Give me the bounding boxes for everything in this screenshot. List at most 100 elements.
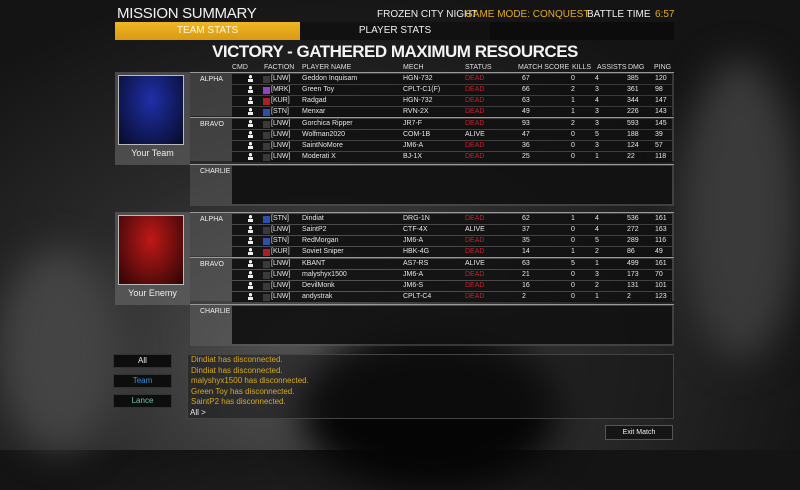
player-row[interactable]: [KUR] Soviet Sniper HBK-4G DEAD 14 1 2 8…: [232, 247, 672, 257]
chat-filter-lance[interactable]: Lance: [113, 394, 172, 408]
player-icon: [248, 293, 253, 300]
assists: 4: [595, 215, 599, 222]
mech: JR7-F: [403, 120, 423, 127]
player-row[interactable]: [STN] Dindiat DRG-1N DEAD 62 1 4 536 161: [232, 214, 672, 224]
match-score: 47: [522, 131, 530, 138]
player-row[interactable]: [LNW] Moderati X BJ-1X DEAD 25 0 1 22 11…: [232, 152, 672, 162]
faction-tag: [KUR]: [271, 97, 290, 104]
kills: 0: [571, 293, 575, 300]
assists: 5: [595, 131, 599, 138]
player-icon: [248, 215, 253, 222]
ping: 116: [655, 237, 667, 244]
match-score: 63: [522, 260, 530, 267]
exit-match-button[interactable]: Exit Match: [605, 425, 673, 440]
mech: BJ-1X: [403, 153, 423, 160]
mech: CPLT-C1(F): [403, 86, 441, 93]
player-row[interactable]: [LNW] malyshyx1500 JM6-A DEAD 21 0 3 173…: [232, 270, 672, 280]
kills: 0: [571, 131, 575, 138]
column-header: MECH: [403, 64, 424, 71]
match-score: 35: [522, 237, 530, 244]
chat-filter-all[interactable]: All: [113, 354, 172, 368]
damage: 131: [627, 282, 639, 289]
lance-label: BRAVO: [200, 261, 224, 268]
player-row[interactable]: [LNW] KBANT AS7-RS ALIVE 63 5 1 499 161: [232, 259, 672, 269]
damage: 173: [627, 271, 639, 278]
column-header: PLAYER NAME: [302, 64, 352, 71]
column-header: CMD: [232, 64, 248, 71]
player-name: Dindiat: [302, 215, 324, 222]
column-header: MATCH SCORE: [518, 64, 570, 71]
assists: 2: [595, 282, 599, 289]
tab-bar-filler: [490, 22, 674, 40]
ping: 123: [655, 293, 667, 300]
column-header: FACTION: [264, 64, 295, 71]
player-name: Soviet Sniper: [302, 248, 344, 255]
player-icon: [248, 108, 253, 115]
chat-filter-team[interactable]: Team: [113, 374, 172, 388]
status: DEAD: [465, 271, 485, 278]
ping: 143: [655, 108, 667, 115]
ping: 163: [655, 226, 667, 233]
ping: 98: [655, 86, 663, 93]
match-score: 93: [522, 120, 530, 127]
tab-team-stats[interactable]: TEAM STATS: [115, 22, 300, 40]
empty-lance-slot: [232, 166, 672, 204]
player-row[interactable]: [MRK] Green Toy CPLT-C1(F) DEAD 66 2 3 3…: [232, 85, 672, 95]
column-header: ASSISTS: [597, 64, 627, 71]
ping: 118: [655, 153, 667, 160]
faction-icon: [263, 293, 270, 301]
player-row[interactable]: [LNW] SaintP2 CTF-4X ALIVE 37 0 4 272 16…: [232, 225, 672, 235]
your-team-panel: Your Team: [115, 72, 190, 165]
player-row[interactable]: [LNW] andystrak CPLT-C4 DEAD 2 0 1 2 123: [232, 292, 672, 302]
ping: 147: [655, 97, 667, 104]
status: DEAD: [465, 86, 485, 93]
player-row[interactable]: [LNW] Wolfman2020 COM-1B ALIVE 47 0 5 18…: [232, 130, 672, 140]
player-icon: [248, 75, 253, 82]
chat-log: Dindiat has disconnected. Dindiat has di…: [187, 354, 674, 419]
status: DEAD: [465, 293, 485, 300]
mech: AS7-RS: [403, 260, 429, 267]
player-row[interactable]: [KUR] Radgad HGN-732 DEAD 63 1 4 344 147: [232, 96, 672, 106]
player-icon: [248, 226, 253, 233]
player-icon: [248, 271, 253, 278]
tab-player-stats[interactable]: PLAYER STATS: [300, 22, 490, 40]
match-score: 36: [522, 142, 530, 149]
battle-time: 6:57: [655, 9, 675, 20]
status: DEAD: [465, 237, 485, 244]
chat-input[interactable]: All >: [190, 407, 206, 417]
faction-tag: [LNW]: [271, 260, 291, 267]
player-row[interactable]: [STN] RedMorgan JM6-A DEAD 35 0 5 289 11…: [232, 236, 672, 246]
damage: 385: [627, 75, 639, 82]
assists: 3: [595, 120, 599, 127]
kills: 0: [571, 237, 575, 244]
lance-label: ALPHA: [200, 216, 223, 223]
player-row[interactable]: [LNW] Gorchica Ripper JR7-F DEAD 93 2 3 …: [232, 119, 672, 129]
match-score: 37: [522, 226, 530, 233]
player-name: malyshyx1500: [302, 271, 347, 278]
ping: 161: [655, 215, 667, 222]
status: DEAD: [465, 215, 485, 222]
player-row[interactable]: [LNW] Geddon Inquisam HGN-732 DEAD 67 0 …: [232, 74, 672, 84]
team-name: Your Enemy: [128, 288, 177, 298]
lance-label: ALPHA: [200, 76, 223, 83]
kills: 2: [571, 86, 575, 93]
damage: 272: [627, 226, 639, 233]
match-result: VICTORY - GATHERED MAXIMUM RESOURCES: [212, 42, 578, 61]
status: DEAD: [465, 153, 485, 160]
ping: 161: [655, 260, 667, 267]
damage: 344: [627, 97, 639, 104]
player-icon: [248, 237, 253, 244]
player-row[interactable]: [LNW] DevilMonk JM6-S DEAD 16 0 2 131 10…: [232, 281, 672, 291]
chat-message: Dindiat has disconnected.: [191, 355, 283, 364]
status: DEAD: [465, 142, 485, 149]
mech: CTF-4X: [403, 226, 428, 233]
faction-icon: [263, 75, 270, 83]
kills: 1: [571, 215, 575, 222]
player-name: Geddon Inquisam: [302, 75, 358, 82]
player-name: DevilMonk: [302, 282, 335, 289]
player-row[interactable]: [STN] Menxar RVN-2X DEAD 49 1 3 226 143: [232, 107, 672, 117]
player-icon: [248, 97, 253, 104]
player-icon: [248, 282, 253, 289]
faction-tag: [LNW]: [271, 120, 291, 127]
player-row[interactable]: [LNW] SaintNoMore JM6-A DEAD 36 0 3 124 …: [232, 141, 672, 151]
